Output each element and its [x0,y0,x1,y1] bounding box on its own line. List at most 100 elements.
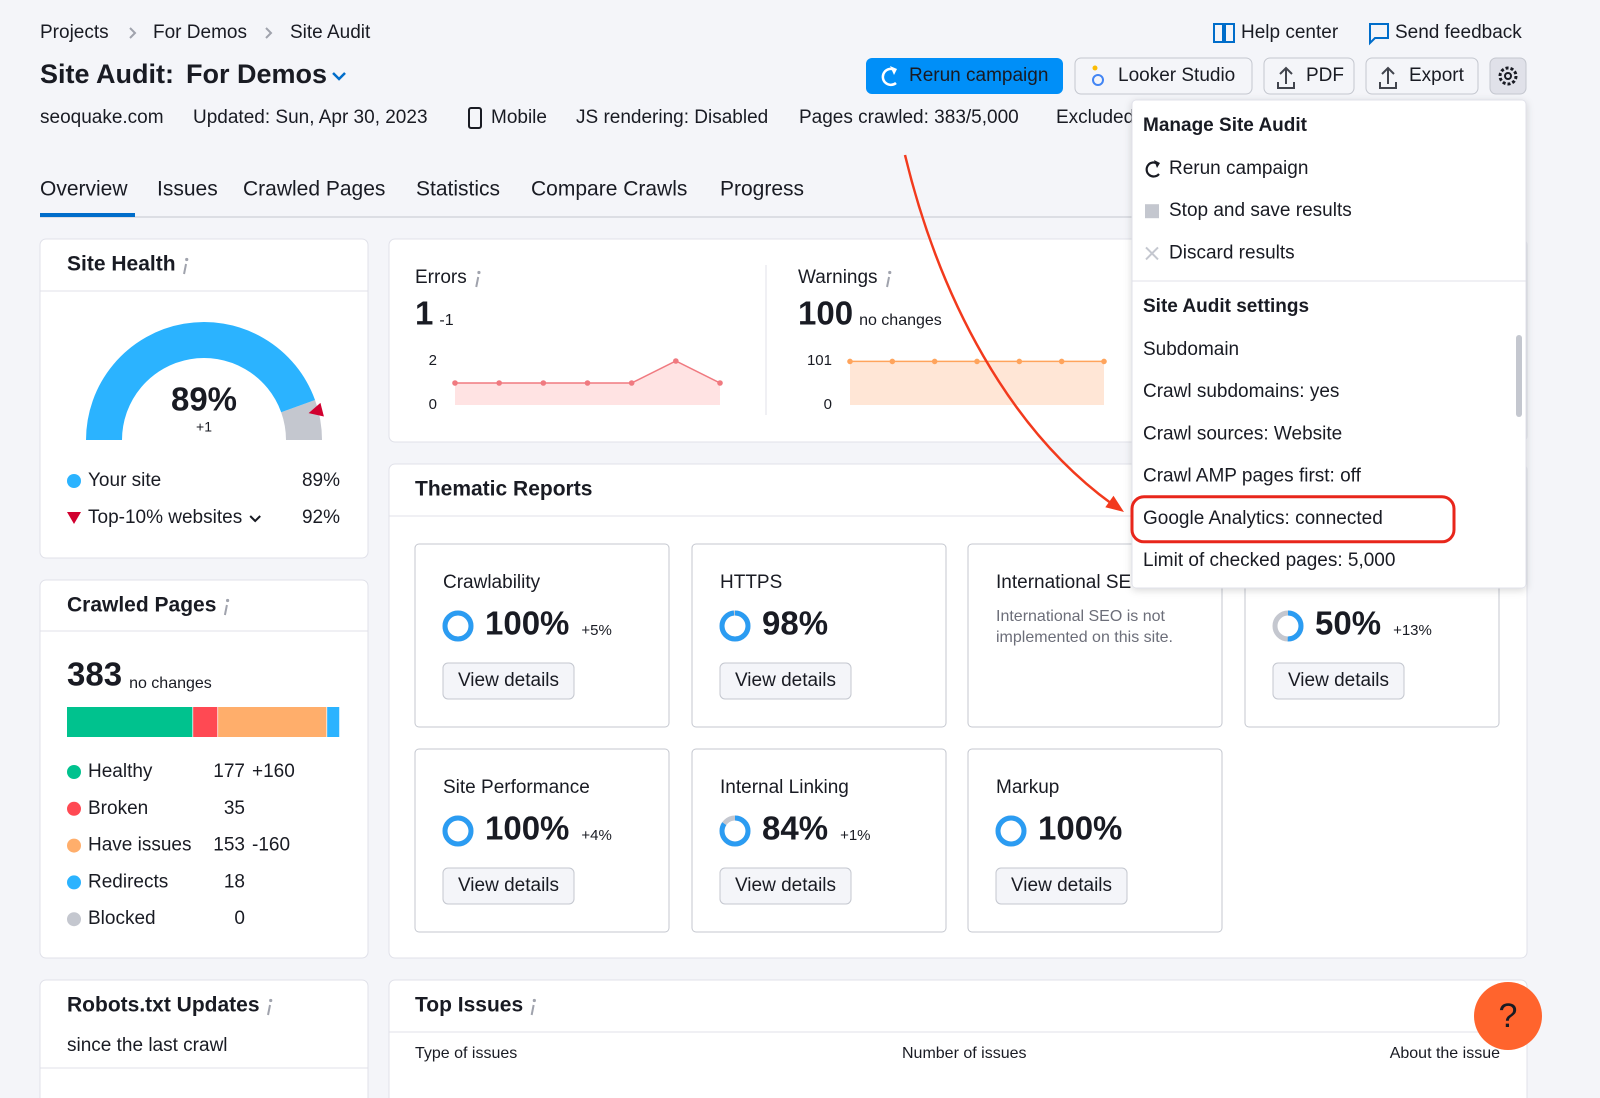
legend-triangle [67,512,81,524]
help-center-link[interactable]: Help center [1241,22,1339,43]
view-details-button[interactable] [442,662,575,700]
send-feedback-link[interactable]: Send feedback [1395,22,1522,43]
legend-value[interactable]: 177 [213,761,245,782]
menu-item[interactable]: Google Analytics: connected [1143,508,1383,529]
view-details-label[interactable]: View details [735,670,836,691]
legend-label[interactable]: Top-10% websites [88,507,242,528]
page-title: Site Audit: [40,59,174,89]
legend-value[interactable]: 35 [224,798,245,819]
view-details-label[interactable]: View details [735,875,836,896]
settings-button[interactable] [1489,57,1527,95]
toolbar-button-label[interactable]: Export [1409,65,1465,86]
tab[interactable]: Compare Crawls [531,178,687,201]
toolbar-button[interactable] [1365,57,1479,95]
report-score: 50% [1315,605,1381,642]
rerun-button-label[interactable]: Rerun campaign [909,65,1048,86]
report-note-box: International SEO is not implemented on … [996,608,1173,646]
menu-item[interactable]: Subdomain [1143,339,1239,360]
report-score: 100% [485,605,569,642]
menu-item: Stop and save results [1169,200,1352,221]
legend-dot [67,875,81,890]
menu-item[interactable]: Rerun campaign [1169,158,1308,179]
info-icon [888,270,892,275]
report-note: International SEO is not implemented on … [996,608,1173,646]
card-subtitle: since the last crawl [67,1035,228,1056]
stop-icon [1145,204,1159,219]
menu-item[interactable]: Crawl sources: Website [1143,423,1342,444]
legend-delta: -160 [252,835,290,856]
report-score: 84% [762,810,828,847]
rerun-icon [890,66,897,75]
sparkline-point [452,380,458,386]
menu-item[interactable]: Crawl AMP pages first: off [1143,466,1362,487]
help-button-label[interactable]: ? [1499,997,1518,1035]
report-delta: +13% [1393,622,1432,639]
view-details-button[interactable] [1272,662,1405,700]
toolbar-button-label[interactable]: PDF [1306,65,1344,86]
info-icon [267,1004,271,1016]
meta-info: seoquake.com [40,107,164,128]
view-details-button[interactable] [442,867,575,905]
toolbar-button-label[interactable]: Looker Studio [1118,65,1235,86]
info-icon [477,270,481,275]
view-details-label[interactable]: View details [1011,875,1112,896]
card-title: Robots.txt Updates [67,994,260,1017]
menu-section-title: Manage Site Audit [1143,115,1308,136]
card [39,579,369,959]
rerun-button[interactable] [866,58,1063,94]
menu-item[interactable]: Crawl subdomains: yes [1143,381,1339,402]
meta-info: Pages crawled: 383/5,000 [799,107,1019,128]
settings-menu [1131,99,1527,589]
report-title: HTTPS [720,572,782,593]
annotation-arrowhead [1105,495,1124,512]
meta-info: Updated: Sun, Apr 30, 2023 [193,107,428,128]
sparkline-area [850,361,1104,405]
tab[interactable]: Statistics [416,178,500,201]
sparkline-point [931,358,938,365]
rerun-icon [881,67,897,87]
view-details-button[interactable] [995,867,1128,905]
project-selector[interactable]: For Demos [186,59,327,89]
report-score: 98% [762,605,828,642]
menu-scrollbar [1516,335,1522,417]
breadcrumb[interactable]: Projects [40,22,109,43]
dropdown-chevron [249,515,261,523]
legend-value: 89% [302,470,340,491]
sparkline-point [974,358,980,365]
info-icon [185,257,189,262]
gear-icon [1498,66,1518,86]
gear-icon [1504,72,1512,80]
report-score: 100% [1038,810,1122,847]
tab[interactable]: Issues [157,178,218,201]
metric-value: 1 [415,295,433,332]
meta-info: Excluded [1056,107,1134,128]
legend-label: Blocked [88,908,156,929]
tab[interactable]: Crawled Pages [243,178,385,201]
legend-value: 0 [234,908,245,929]
tab[interactable]: Overview [40,178,128,201]
breadcrumb[interactable]: For Demos [153,22,247,43]
view-details-button[interactable] [719,662,852,700]
score-ring [1272,610,1304,642]
view-details-button[interactable] [719,867,852,905]
sparkline-point [584,380,591,386]
score-ring [719,815,751,847]
toolbar-button[interactable] [1074,57,1253,95]
help-button[interactable] [1474,982,1542,1050]
view-details-label[interactable]: View details [458,670,559,691]
sparkline-point [1058,358,1065,365]
tab[interactable]: Progress [720,178,804,201]
card-title: Thematic Reports [415,478,592,501]
toolbar-button[interactable] [1263,57,1355,95]
report-title: Internal Linking [720,777,849,798]
legend-dot [67,912,81,927]
legend-value[interactable]: 18 [224,871,245,892]
menu-item[interactable]: Limit of checked pages: 5,000 [1143,550,1395,571]
legend-label: Have issues [88,835,192,856]
legend-value[interactable]: 153 [213,835,245,856]
meta-info: JS rendering: Disabled [576,107,768,128]
view-details-label[interactable]: View details [458,875,559,896]
card [388,979,1528,1098]
report-card [967,543,1223,728]
view-details-label[interactable]: View details [1288,670,1389,691]
